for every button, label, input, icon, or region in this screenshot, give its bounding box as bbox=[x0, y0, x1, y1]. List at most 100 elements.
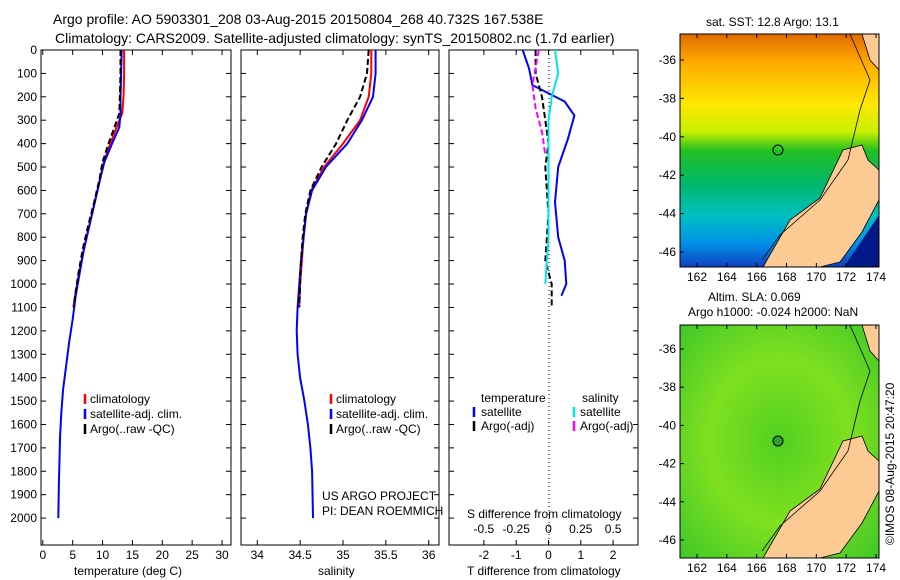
bathymetry-contour bbox=[761, 33, 871, 261]
map-x-tick-label: 166 bbox=[747, 561, 767, 575]
y-tick-label: 800 bbox=[17, 230, 37, 244]
map-x-tick-label: 168 bbox=[776, 270, 796, 284]
series-line-argo-raw-qc- bbox=[298, 49, 370, 308]
x-tick-label: 2 bbox=[610, 548, 617, 562]
map-x-tick-label: 174 bbox=[866, 270, 886, 284]
map-x-tick-label: 170 bbox=[806, 561, 826, 575]
map-x-tick-label: 162 bbox=[687, 561, 707, 575]
credit-pi: PI: DEAN ROEMMICH bbox=[322, 504, 443, 518]
sst-map bbox=[679, 33, 880, 268]
x-tick-label: -2 bbox=[479, 548, 490, 562]
map-y-tick-label: -42 bbox=[659, 168, 677, 182]
deep-water bbox=[844, 215, 879, 267]
y-tick-label: 400 bbox=[17, 137, 37, 151]
map-x-tick-label: 172 bbox=[836, 270, 856, 284]
legend-label: Argo(..raw -QC) bbox=[90, 422, 175, 436]
series-line-t-satellite bbox=[521, 49, 576, 297]
x-tick-label: 25 bbox=[185, 548, 199, 562]
y-tick-label: 100 bbox=[17, 66, 37, 80]
map-y-tick-label: -42 bbox=[659, 457, 677, 471]
title-line1: Argo profile: AO 5903301_208 03-Aug-2015… bbox=[53, 11, 543, 27]
y-tick-label: 900 bbox=[17, 254, 37, 268]
legend-label: satellite bbox=[481, 405, 522, 419]
sst-map-title: sat. SST: 12.8 Argo: 13.1 bbox=[706, 15, 839, 29]
y-tick-label: 1800 bbox=[10, 464, 37, 478]
map-x-tick-label: 162 bbox=[687, 270, 707, 284]
map-x-tick-label: 170 bbox=[806, 270, 826, 284]
series-line-climatology bbox=[298, 50, 373, 308]
y-tick-label: 2000 bbox=[10, 511, 37, 525]
s-tick-label: -0.5 bbox=[474, 522, 495, 536]
x-tick-label: 35 bbox=[336, 548, 350, 562]
series-line-argo-raw-qc- bbox=[72, 50, 122, 308]
sla-map-title1: Altim. SLA: 0.069 bbox=[708, 290, 801, 304]
series-line-s-argo-adj- bbox=[531, 49, 547, 156]
salinity-xlabel: salinity bbox=[318, 564, 355, 578]
land-south-island bbox=[762, 144, 880, 268]
salinity-panel bbox=[240, 49, 440, 546]
x-tick-label: 1 bbox=[577, 548, 584, 562]
x-tick-label: 34.5 bbox=[288, 548, 312, 562]
legend-label: Argo(..raw -QC) bbox=[336, 422, 421, 436]
x-tick-label: 36 bbox=[422, 548, 436, 562]
t-diff-xlabel: T difference from climatology bbox=[467, 564, 621, 578]
legend-label: Argo(-adj) bbox=[580, 419, 633, 433]
x-tick-label: 0 bbox=[39, 548, 46, 562]
y-tick-label: 1300 bbox=[10, 347, 37, 361]
legend-header: temperature bbox=[481, 391, 546, 405]
y-tick-label: 1900 bbox=[10, 488, 37, 502]
y-tick-label: 1000 bbox=[10, 277, 37, 291]
x-tick-label: 30 bbox=[215, 548, 229, 562]
map-y-tick-label: -44 bbox=[659, 495, 677, 509]
y-tick-label: 200 bbox=[17, 90, 37, 104]
y-tick-label: 0 bbox=[30, 43, 37, 57]
y-tick-label: 1600 bbox=[10, 417, 37, 431]
y-tick-label: 1200 bbox=[10, 324, 37, 338]
sla-map bbox=[679, 324, 880, 559]
series-line-s-satellite bbox=[544, 49, 560, 285]
y-tick-label: 600 bbox=[17, 183, 37, 197]
salinity-legend: climatology satellite-adj. clim. Argo(..… bbox=[329, 392, 428, 436]
legend-header: salinity bbox=[582, 391, 619, 405]
map-y-tick-label: -44 bbox=[659, 207, 677, 221]
s-tick-label: 0.5 bbox=[605, 522, 622, 536]
x-tick-label: 0 bbox=[545, 548, 552, 562]
difference-panel bbox=[448, 49, 639, 546]
legend-label: satellite bbox=[580, 405, 621, 419]
legend-label: satellite-adj. clim. bbox=[336, 407, 428, 421]
argo-location-marker bbox=[772, 435, 784, 447]
map-x-tick-label: 172 bbox=[836, 561, 856, 575]
sla-map-title2: Argo h1000: -0.024 h2000: NaN bbox=[688, 305, 858, 319]
map-y-tick-label: -46 bbox=[659, 245, 677, 259]
series-line-satellite-adj-clim- bbox=[57, 49, 123, 519]
s-tick-label: 0.25 bbox=[569, 522, 593, 536]
y-tick-label: 300 bbox=[17, 113, 37, 127]
temperature-xlabel: temperature (deg C) bbox=[74, 564, 182, 578]
temperature-legend: climatology satellite-adj. clim. Argo(..… bbox=[83, 392, 182, 436]
map-y-tick-label: -38 bbox=[659, 91, 677, 105]
y-tick-label: 1500 bbox=[10, 394, 37, 408]
land-south-island bbox=[762, 435, 880, 559]
map-x-tick-label: 166 bbox=[747, 270, 767, 284]
legend-label: satellite-adj. clim. bbox=[90, 407, 182, 421]
s-tick-label: -0.25 bbox=[503, 522, 531, 536]
map-x-tick-label: 164 bbox=[717, 270, 737, 284]
x-tick-label: 20 bbox=[156, 548, 170, 562]
x-tick-label: 34 bbox=[251, 548, 265, 562]
y-tick-label: 700 bbox=[17, 207, 37, 221]
legend-label: Argo(-adj) bbox=[481, 419, 534, 433]
map-y-tick-label: -36 bbox=[659, 53, 677, 67]
timestamp-stamp: ©IMOS 08-Aug-2015 20:47:20 bbox=[883, 382, 897, 545]
x-tick-label: 10 bbox=[96, 548, 110, 562]
sla-map-frame bbox=[679, 324, 880, 559]
temperature-panel bbox=[40, 49, 232, 546]
map-y-tick-label: -40 bbox=[659, 130, 677, 144]
y-tick-label: 1400 bbox=[10, 371, 37, 385]
y-tick-label: 500 bbox=[17, 160, 37, 174]
series-line-satellite-adj-clim- bbox=[295, 50, 377, 519]
y-tick-label: 1100 bbox=[11, 300, 37, 314]
map-y-tick-label: -40 bbox=[659, 418, 677, 432]
s-tick-label: 0 bbox=[545, 522, 552, 536]
bathymetry-contour bbox=[761, 324, 871, 552]
